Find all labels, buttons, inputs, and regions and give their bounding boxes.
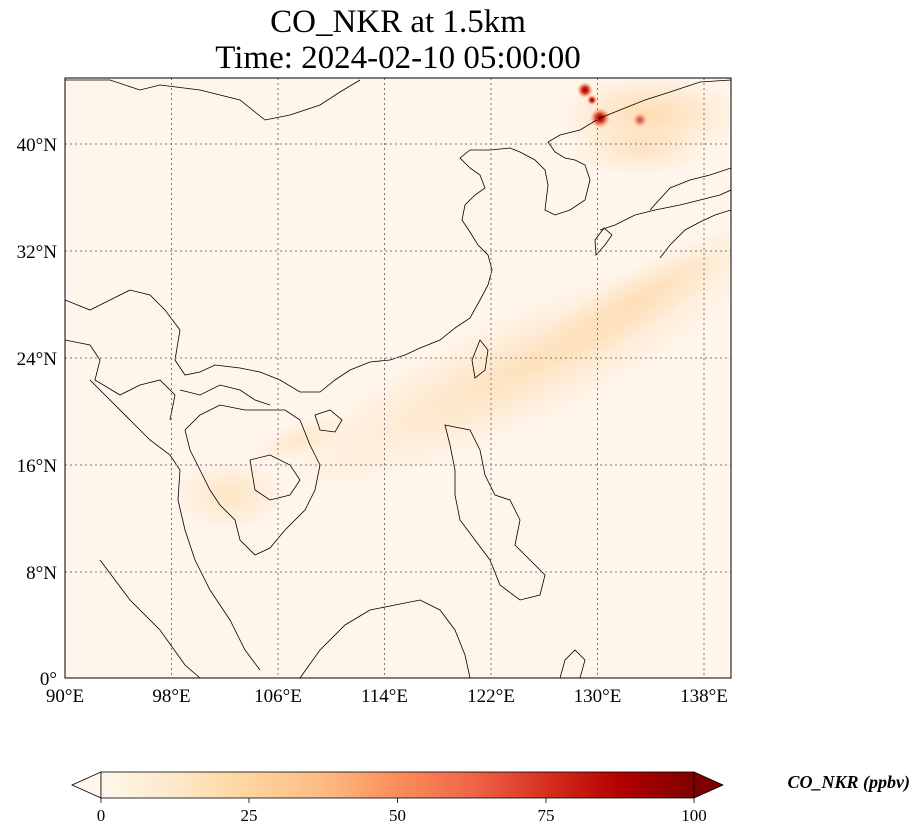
colorbar: 0 25 50 75 100 CO_NKR (ppbv) <box>71 771 911 825</box>
colorbar-gradient <box>100 771 695 799</box>
map-title: CO_NKR at 1.5km Time: 2024-02-10 05:00:0… <box>0 4 796 76</box>
colorbar-tick-2: 50 <box>389 806 406 825</box>
colorbar-tick-3: 75 <box>538 806 555 825</box>
x-tick-6: 138°E <box>680 686 728 707</box>
y-tick-1: 32°N <box>17 242 58 263</box>
x-tick-3: 114°E <box>361 686 408 707</box>
x-tick-2: 106°E <box>254 686 302 707</box>
gridlines <box>65 78 731 678</box>
title-line-2: Time: 2024-02-10 05:00:00 <box>215 40 581 76</box>
title-line-1: CO_NKR at 1.5km <box>270 4 526 40</box>
coastlines <box>65 79 731 678</box>
y-tick-5: 0° <box>40 669 57 690</box>
x-tick-5: 130°E <box>574 686 622 707</box>
concentration-field <box>65 78 731 678</box>
colorbar-tick-1: 25 <box>241 806 258 825</box>
colorbar-min-extend <box>71 771 102 799</box>
x-tick-0: 90°E <box>46 686 84 707</box>
y-tick-2: 24°N <box>17 349 58 370</box>
map-frame <box>64 77 732 679</box>
colorbar-max-extend <box>693 771 724 799</box>
x-tick-4: 122°E <box>467 686 515 707</box>
y-tick-0: 40°N <box>17 135 58 156</box>
x-tick-labels: 90°E 98°E 106°E 114°E 122°E 130°E 138°E <box>46 686 728 707</box>
y-tick-labels: 40°N 32°N 24°N 16°N 8°N 0° <box>17 135 58 690</box>
colorbar-tick-4: 100 <box>681 806 707 825</box>
x-tick-1: 98°E <box>152 686 190 707</box>
y-tick-4: 8°N <box>26 563 57 584</box>
colorbar-tick-0: 0 <box>97 806 106 825</box>
y-tick-3: 16°N <box>17 456 58 477</box>
colorbar-label: CO_NKR (ppbv) <box>788 772 911 793</box>
